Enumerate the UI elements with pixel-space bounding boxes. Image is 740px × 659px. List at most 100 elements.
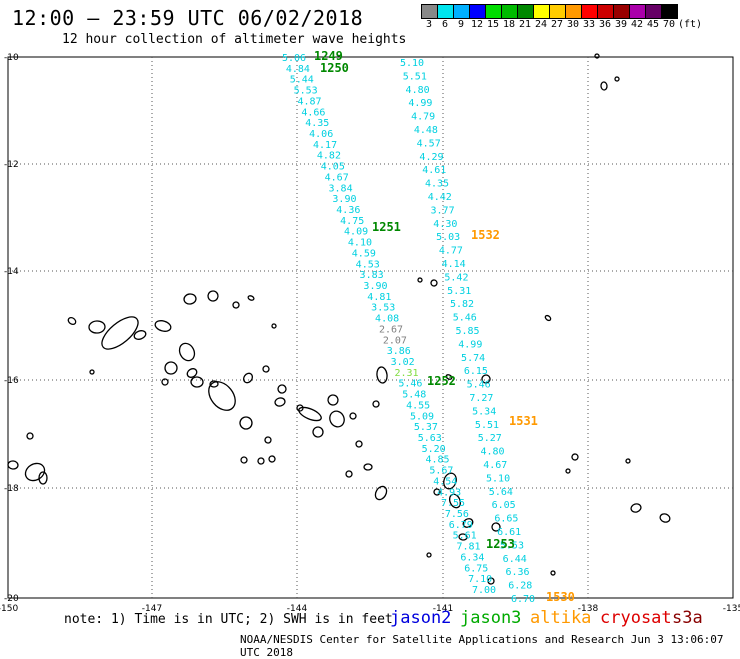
island-outline [417,277,423,283]
island-outline [7,460,19,470]
wave-height-value: 2.07 [383,335,407,346]
wave-height-value: 5.20 [422,444,446,455]
satellite-label: s3a [672,608,703,628]
wave-height-value: 4.85 [425,455,449,466]
island-outline [271,323,277,329]
island-outline [161,378,169,386]
wave-height-value: 5.48 [402,390,426,401]
island-outline [190,376,204,388]
wave-height-value: 4.08 [375,314,399,325]
wave-height-value: 3.90 [363,281,387,292]
wave-height-value: 4.66 [301,107,325,118]
pass-time-label: 1532 [471,228,500,242]
wave-height-value: 2.67 [379,324,403,335]
island-outline [101,316,139,350]
wave-height-value: 3.02 [391,357,415,368]
island-outline [426,552,432,558]
lat-label: -16 [4,376,19,386]
satellite-label: jason3 [460,608,522,628]
island-outline [349,412,357,420]
island-outline [571,453,579,461]
island-outline [327,394,339,406]
island-outline [630,503,642,513]
island-outline [89,369,95,375]
island-outline [491,522,501,532]
map-title: 12:00 – 23:59 UTC 06/02/2018 [12,6,364,30]
wave-height-value: 4.14 [442,259,466,270]
legend-label: 24 [534,19,548,30]
wave-height-value: 4.77 [439,246,463,257]
island-outline [232,301,240,309]
legend-label: 33 [582,19,596,30]
wave-height-value: 5.53 [500,540,524,551]
legend-label: 15 [486,19,500,30]
island-outline [209,380,219,388]
wave-height-value: 4.29 [419,152,443,163]
island-outline [594,53,600,59]
wave-height-value: 4.67 [483,460,507,471]
wave-height-value: 5.37 [414,422,438,433]
wave-height-value: 4.36 [336,205,360,216]
track-b-values: 5.10 5.51 4.80 4.99 4.79 4.48 4.57 4.29 4.61 4.35… [400,58,535,605]
island-outline [625,458,631,464]
wave-height-value: 5.10 [486,473,510,484]
island-outline [38,471,48,485]
pass-time-label: 1252 [427,374,456,388]
island-outline [183,293,197,305]
island-outline [154,320,172,332]
pass-time-label: 1251 [372,220,401,234]
wave-height-value: 4.81 [367,292,391,303]
wave-height-value: 4.57 [417,138,441,149]
wave-height-value: 5.61 [453,531,477,542]
island-outline [550,570,556,576]
wave-height-value: 4.17 [313,140,337,151]
legend-label: 12 [470,19,484,30]
wave-height-value: 4.84 [286,64,310,75]
legend-label: 70 [662,19,676,30]
wave-height-value: 3.90 [332,194,356,205]
island-outline [247,295,255,301]
legend-swatch [661,4,678,19]
track-a-values: 5.064.845.445.534.874.664.354.064.174.82… [282,53,496,596]
wave-height-value: 6.05 [492,500,516,511]
wave-height-value: 4.30 [433,219,457,230]
wave-height-value: 4.87 [298,96,322,107]
wave-height-value: 4.35 [425,179,449,190]
legend-label: 3 [425,19,433,30]
legend-swatches [421,4,703,19]
island-outline [296,404,304,412]
wave-height-value: 4.82 [317,151,341,162]
wave-height-value: 5.53 [294,86,318,97]
wave-height-value: 5.42 [444,272,468,283]
wave-height-value: 4.48 [414,125,438,136]
wave-height-value: 4.05 [321,162,345,173]
wave-height-value: 4.09 [344,227,368,238]
island-outline [186,368,198,378]
footer-note: note: 1) Time is in UTC; 2) SWH is in fe… [64,612,393,627]
legend-unit: (ft) [677,19,703,30]
island-outline [239,416,253,430]
lat-label: -20 [4,594,19,604]
wave-height-value: 5.51 [475,420,499,431]
wave-height-value: 7.10 [468,574,492,585]
wave-height-value: 6.15 [464,366,488,377]
legend-label: 21 [518,19,532,30]
wave-height-value: 7.00 [472,585,496,596]
wave-height-value: 5.82 [450,299,474,310]
wave-height-value: 4.10 [348,238,372,249]
island-outline [600,81,608,91]
wave-height-value: 4.99 [458,339,482,350]
island-outline [264,436,272,444]
lon-label: -141 [433,604,453,614]
island-outline [268,455,276,463]
island-outline [240,456,248,464]
satellite-label: altika [530,608,592,628]
wave-height-value: 4.59 [352,248,376,259]
wave-height-value: 4.79 [411,112,435,123]
island-outline [659,513,671,523]
island-outline [433,488,441,496]
island-outline [26,432,34,440]
pass-time-label: 1253 [486,537,515,551]
island-outline [445,374,453,380]
